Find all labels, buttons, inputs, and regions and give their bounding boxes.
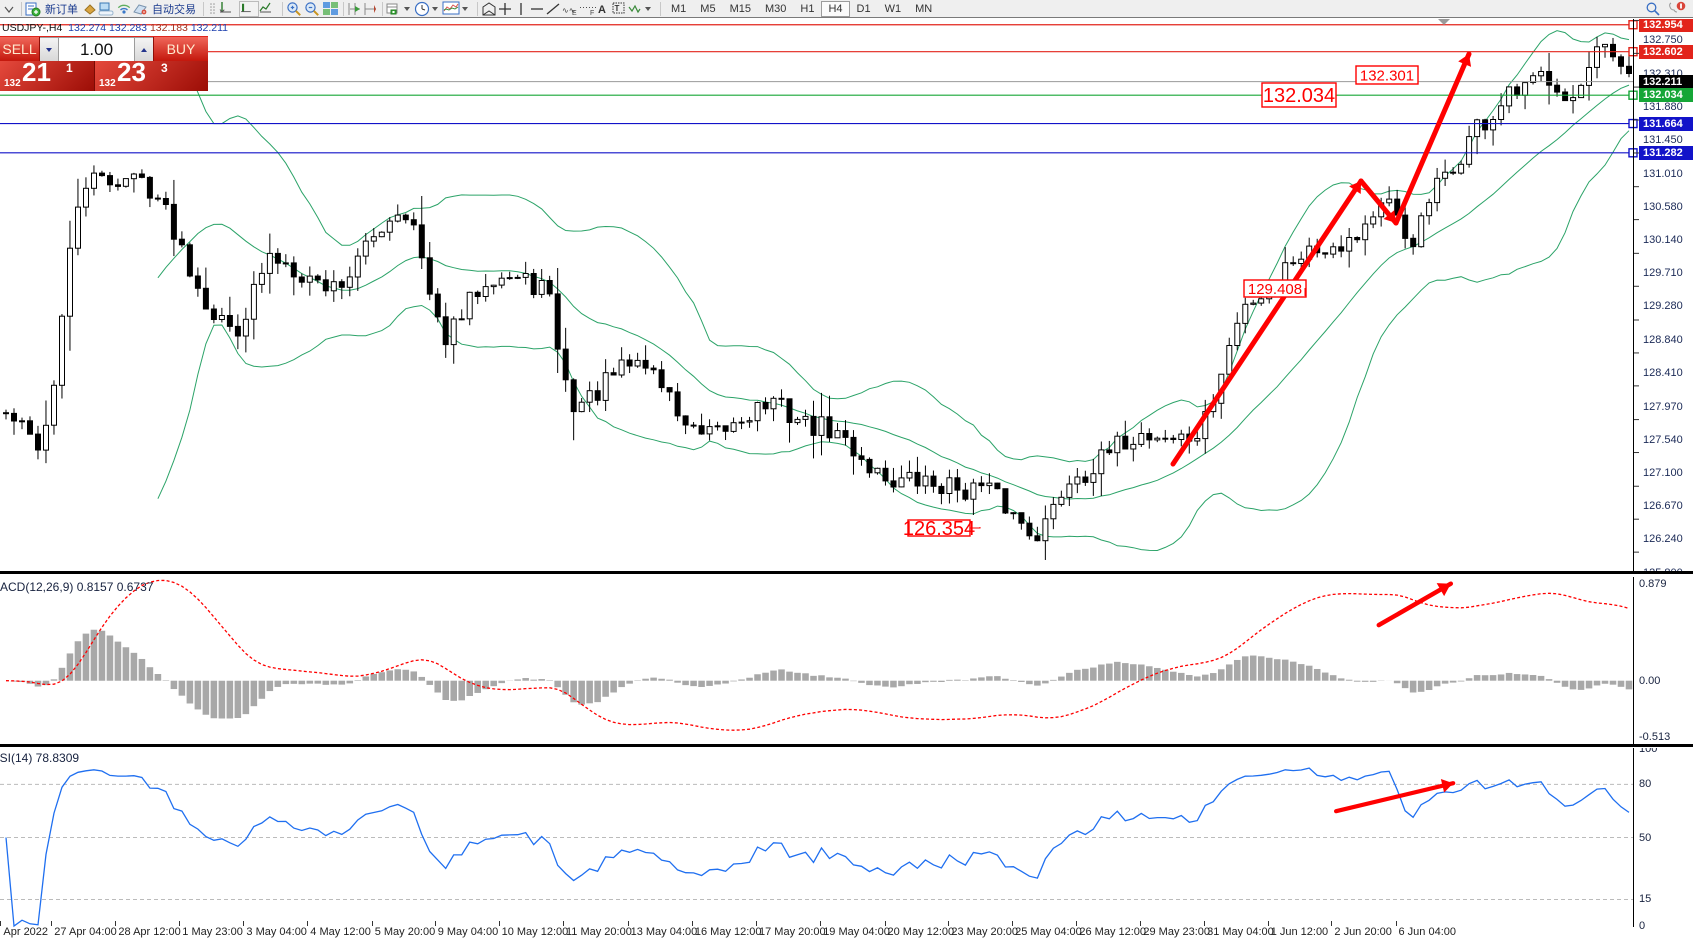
svg-text:T: T [615,4,620,13]
svg-text:132.034: 132.034 [1263,85,1335,107]
svg-text:E: E [572,10,577,17]
svg-text:F: F [590,10,594,17]
svg-text:A: A [598,4,606,16]
svg-text:⋯⋯: ⋯⋯ [579,2,597,12]
svg-text:129.408: 129.408 [1248,281,1302,298]
svg-text:132.301: 132.301 [1360,67,1414,84]
svg-text:126.354: 126.354 [903,518,975,540]
